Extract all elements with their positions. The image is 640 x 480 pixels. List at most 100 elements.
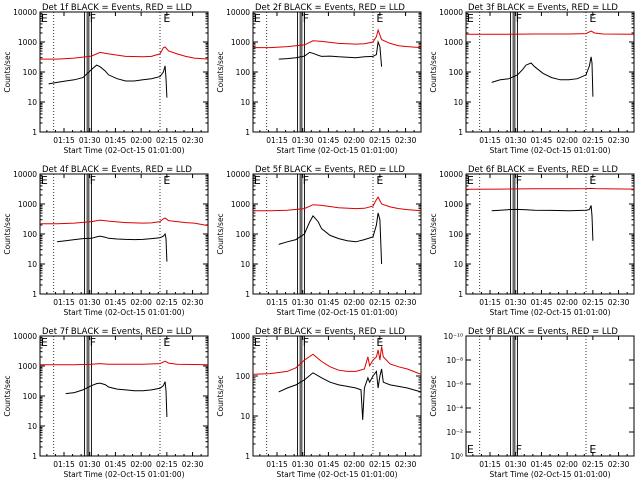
y-tick-label: 1 [32,290,37,299]
y-tick-label: 1 [458,128,463,137]
y-tick-label: 10 [453,260,463,269]
series-events-line [491,56,594,97]
series-events-line [65,381,168,418]
plot-frame [465,11,635,133]
y-tick-label: 10⁻¹⁰ [443,332,463,341]
time-marker-label: F [516,174,522,187]
x-tick-label: 02:15 [582,298,604,307]
y-tick-label: 100 [236,372,251,381]
time-marker-label: E [41,12,48,25]
y-axis-label: Counts/sec [429,51,438,92]
time-band [512,173,516,295]
series-lld-line [466,30,634,35]
x-tick-label: 02:15 [156,136,178,145]
x-tick-label: 01:15 [479,298,501,307]
y-tick-label: 1 [32,452,37,461]
time-marker-label: E [41,336,48,349]
y-tick-label: 10⁻² [446,428,463,437]
x-tick-label: 02:00 [556,460,578,469]
time-marker-label: F [303,174,309,187]
chart-title: Det 2f BLACK = Events, RED = LLD [255,3,405,13]
x-tick-label: 02:00 [556,136,578,145]
y-axis-label: Counts/sec [429,375,438,416]
x-axis-label: Start Time (02-Oct-15 01:01:00) [63,470,184,479]
x-tick-label: 02:00 [130,460,152,469]
x-tick-label: 01:45 [318,460,340,469]
time-marker-label: F [516,443,522,456]
time-marker-label: E [589,12,596,25]
time-band [510,335,518,457]
x-tick-label: 02:15 [369,298,391,307]
plot-frame [39,335,209,457]
x-axis-label: Start Time (02-Oct-15 01:01:00) [276,146,397,155]
x-tick-label: 01:15 [53,298,75,307]
y-tick-label: 10000 [226,170,250,179]
y-tick-label: 1000 [231,332,250,341]
x-tick-label: 02:15 [369,136,391,145]
y-tick-label: 1000 [18,200,37,209]
y-tick-label: 10 [240,412,250,421]
y-tick-label: 10⁻⁴ [446,404,463,413]
y-tick-label: 10000 [439,170,463,179]
time-marker-label: F [90,336,96,349]
y-tick-label: 100 [236,68,251,77]
x-tick-label: 01:30 [505,298,527,307]
series-events-line [278,212,383,265]
time-marker-label: E [163,12,170,25]
time-marker-label: E [163,336,170,349]
y-axis-label: Counts/sec [216,51,225,92]
chart-title: Det 9f BLACK = Events, RED = LLD [468,327,618,337]
time-marker-label: F [516,12,522,25]
x-tick-label: 01:15 [53,136,75,145]
y-tick-label: 1000 [444,38,463,47]
y-tick-label: 10000 [13,332,37,341]
x-tick-label: 01:45 [318,136,340,145]
time-marker-label: E [467,174,474,187]
y-tick-label: 1000 [231,200,250,209]
time-marker-label: E [163,174,170,187]
x-tick-label: 02:00 [343,298,365,307]
x-tick-label: 02:00 [343,136,365,145]
time-band [297,173,305,295]
time-marker-label: E [254,12,261,25]
x-axis-label: Start Time (02-Oct-15 01:01:00) [489,308,610,317]
y-tick-label: 1000 [231,38,250,47]
time-marker-label: F [90,12,96,25]
series-lld-line [253,346,421,375]
x-tick-label: 02:30 [395,136,417,145]
x-tick-label: 02:30 [395,298,417,307]
chart-title: Det 7f BLACK = Events, RED = LLD [42,327,192,337]
x-tick-label: 02:30 [608,460,630,469]
x-tick-label: 02:30 [395,460,417,469]
x-tick-label: 02:30 [608,136,630,145]
plot-frame [465,335,635,457]
chart-panel-9: Det 9f BLACK = Events, RED = LLD E F E 01:15… [429,327,635,479]
series-lld-line [253,196,421,212]
x-axis-label: Start Time (02-Oct-15 01:01:00) [63,146,184,155]
time-marker-label: E [254,174,261,187]
x-tick-label: 01:45 [531,460,553,469]
series-lld-line [40,360,208,366]
series-lld-line [40,217,208,227]
time-band [297,11,305,133]
y-tick-label: 100 [449,230,464,239]
y-axis-label: Counts/sec [216,375,225,416]
x-tick-label: 01:15 [266,136,288,145]
plot-frame [252,173,422,295]
time-marker-label: E [376,336,383,349]
y-tick-label: 1000 [18,362,37,371]
x-tick-label: 02:15 [582,136,604,145]
time-marker-label: E [467,12,474,25]
y-tick-label: 100 [236,230,251,239]
series-events-line [57,232,168,262]
time-marker-label: E [254,336,261,349]
series-events-line [48,64,168,98]
y-axis-label: Counts/sec [3,375,12,416]
x-tick-label: 02:30 [608,298,630,307]
time-band [299,11,303,133]
x-tick-label: 01:30 [79,136,101,145]
